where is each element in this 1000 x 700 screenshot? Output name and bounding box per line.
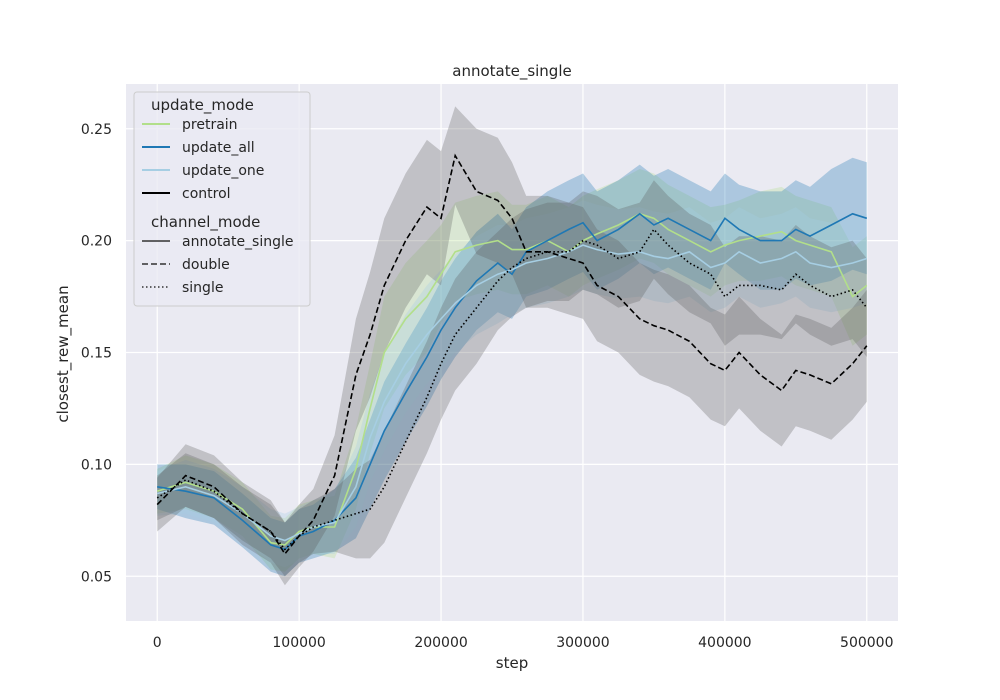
y-tick-labels: 0.05 0.10 0.15 0.20 0.25 (81, 122, 112, 586)
x-tick-label: 0 (153, 635, 162, 651)
band-control-single (157, 180, 867, 577)
band-update_one-annotate_single (157, 200, 867, 568)
x-axis-label: step (496, 654, 528, 672)
legend-label-control: control (182, 186, 231, 202)
x-tick-labels: 0 100000 200000 300000 400000 500000 (153, 635, 894, 651)
y-axis-label: closest_rew_mean (54, 285, 73, 422)
x-tick-label: 200000 (414, 635, 467, 651)
x-tick-label: 400000 (698, 635, 751, 651)
legend-box (133, 91, 311, 307)
line-control-double (156, 153, 868, 556)
y-tick-label: 0.10 (81, 457, 112, 473)
x-tick-label: 500000 (840, 635, 893, 651)
legend-label-single: single (182, 280, 223, 296)
y-tick-label: 0.05 (81, 569, 112, 585)
legend-label-update_all: update_all (182, 140, 255, 156)
legend-style-title: channel_mode (151, 213, 260, 232)
confidence-bands (157, 106, 867, 586)
x-tick-label: 300000 (556, 635, 609, 651)
legend: update_mode pretrain update_all update_one… (133, 91, 311, 307)
y-tick-label: 0.20 (81, 234, 112, 250)
x-tick-label: 100000 (272, 635, 325, 651)
legend-label-update_one: update_one (182, 163, 264, 179)
band-update_all-annotate_single (157, 157, 867, 577)
chart-title: annotate_single (452, 62, 571, 81)
series-lines (156, 153, 868, 556)
legend-hue-title: update_mode (151, 96, 254, 115)
band-control-double (157, 106, 867, 586)
legend-label-double: double (182, 257, 230, 273)
legend-label-pretrain: pretrain (182, 117, 238, 133)
legend-label-annotate_single: annotate_single (182, 234, 294, 250)
y-tick-label: 0.15 (81, 346, 112, 362)
y-tick-label: 0.25 (81, 122, 112, 138)
band-pretrain-annotate_single (157, 169, 867, 572)
